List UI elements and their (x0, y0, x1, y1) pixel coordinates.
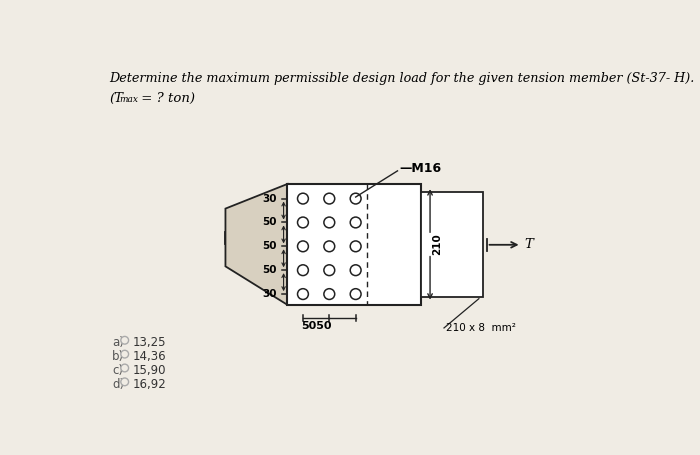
Text: 30: 30 (262, 193, 276, 203)
Text: 16,92: 16,92 (132, 378, 166, 391)
Circle shape (298, 193, 309, 204)
Text: c): c) (112, 364, 123, 377)
Text: max: max (119, 96, 139, 104)
Text: —M16: —M16 (399, 162, 441, 175)
Circle shape (350, 193, 361, 204)
Circle shape (298, 265, 309, 276)
Circle shape (298, 217, 309, 228)
Circle shape (350, 265, 361, 276)
Text: Determine the maximum permissible design load for the given tension member (St-3: Determine the maximum permissible design… (109, 71, 694, 85)
Text: 15,90: 15,90 (132, 364, 166, 377)
Circle shape (121, 336, 129, 344)
Text: 50: 50 (262, 241, 276, 251)
Text: 14,36: 14,36 (132, 350, 166, 363)
Text: 13,25: 13,25 (132, 336, 166, 349)
Text: 210: 210 (433, 233, 442, 255)
Bar (288, 184, 421, 305)
Circle shape (121, 350, 129, 358)
Text: 210 x 8  mm²: 210 x 8 mm² (446, 323, 515, 333)
Circle shape (324, 265, 335, 276)
Circle shape (350, 288, 361, 299)
Circle shape (324, 217, 335, 228)
Circle shape (298, 241, 309, 252)
Text: 5050: 5050 (301, 321, 331, 331)
Circle shape (121, 378, 129, 386)
Text: b): b) (112, 350, 125, 363)
Circle shape (350, 217, 361, 228)
Polygon shape (225, 184, 288, 305)
Text: 50: 50 (262, 265, 276, 275)
Circle shape (324, 193, 335, 204)
Text: 30: 30 (262, 289, 276, 299)
Text: d): d) (112, 378, 125, 391)
Text: T: T (524, 238, 533, 251)
Circle shape (121, 364, 129, 372)
Circle shape (324, 241, 335, 252)
Circle shape (324, 288, 335, 299)
Text: a): a) (112, 336, 124, 349)
Circle shape (350, 241, 361, 252)
Text: = ? ton): = ? ton) (137, 91, 195, 105)
Circle shape (298, 288, 309, 299)
Text: 50: 50 (262, 217, 276, 228)
Text: (T: (T (109, 91, 123, 105)
Bar (421, 192, 483, 297)
